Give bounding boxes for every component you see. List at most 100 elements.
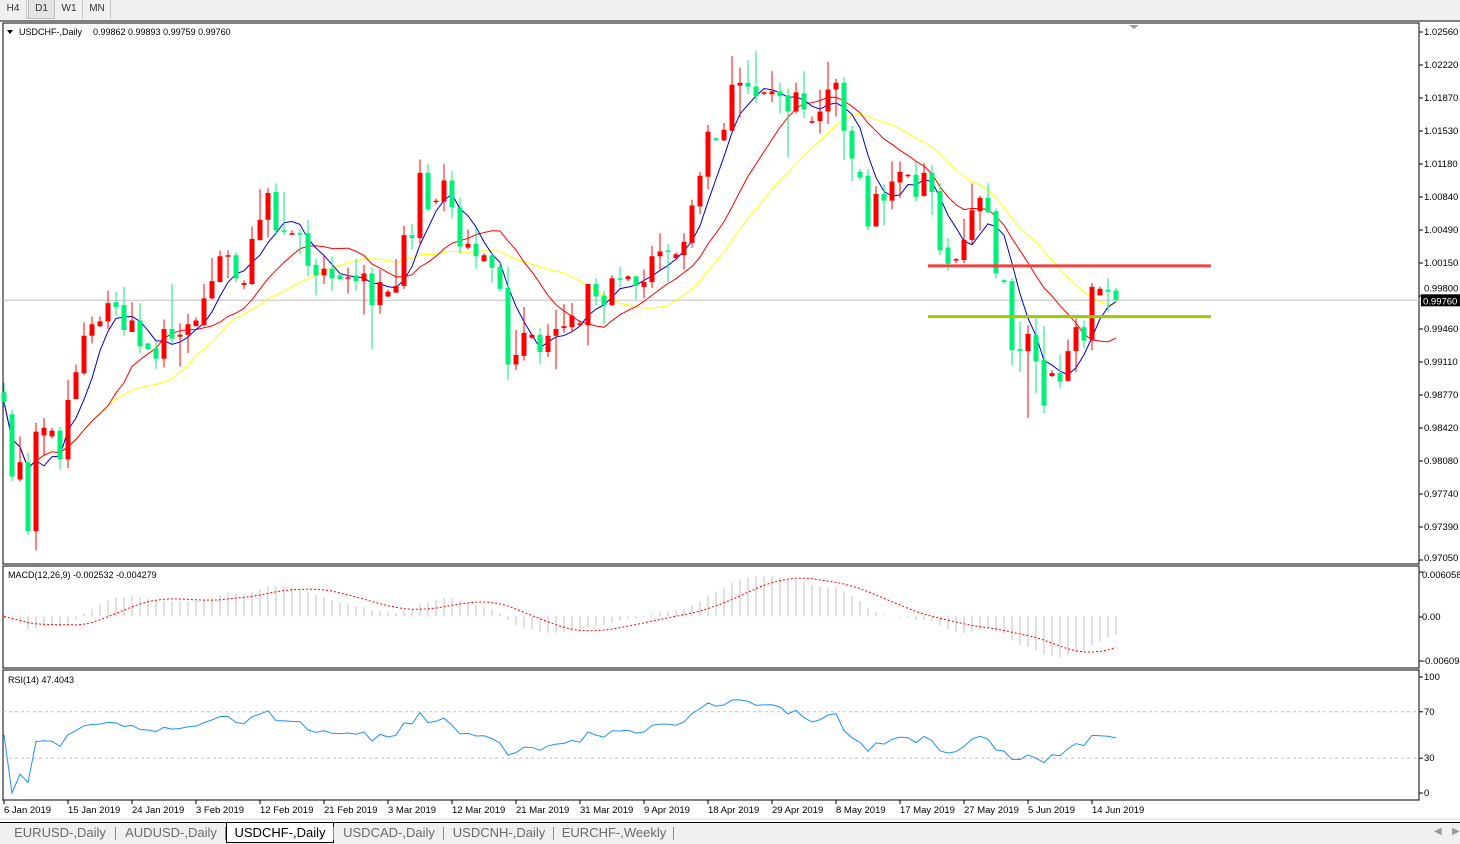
candle-body [81,335,87,374]
candle-body [945,247,951,264]
chart-symbol-title: USDCHF-,Daily [19,27,83,37]
candle-body [449,180,455,208]
candle-body [105,303,111,322]
price-axis-label: 1.01870 [1424,93,1458,104]
candle [217,250,223,283]
candle-body [617,278,623,280]
candle [585,284,591,346]
chart-window[interactable]: 1.02560 1.02220 1.01870 1.01530 1.01180 1.008… [0,20,1460,822]
candle-body [329,268,335,279]
chart-tab[interactable]: AUDUSD-,Daily [125,825,217,840]
candle-body [457,207,463,247]
candle-body [177,334,183,337]
candle [137,303,143,354]
candle-body [913,174,919,197]
rsi-label: RSI(14) 47.4043 [8,675,74,685]
rsi-axis-label: 70 [1424,707,1435,718]
candle-body [97,321,103,327]
candle-body [937,191,943,251]
candle-body [241,283,247,285]
candle-body [633,276,639,286]
candle-body [649,256,655,283]
candle [73,364,79,400]
chart-ohlc-values: 0.99862 0.99893 0.99759 0.99760 [93,27,231,37]
candle-body [265,192,271,220]
candle-body [553,329,559,336]
candle [921,163,927,197]
scroll-right-arrow-icon[interactable]: ▶ [1452,826,1460,837]
candle [281,192,287,236]
candle-body [985,197,991,213]
price-axis-label: 0.99110 [1424,357,1458,368]
candle [1033,318,1039,394]
candle [993,208,999,279]
candle-body [545,335,551,353]
candle [809,116,815,124]
candle [1049,370,1055,377]
chart-tab[interactable]: USDCAD-,Daily [343,825,435,840]
candle [969,183,975,245]
candle-body [681,241,687,256]
candle [937,183,943,256]
candle-body [273,192,279,231]
candle-body [41,427,47,436]
timeframe-button-h4[interactable]: H4 [0,0,27,19]
timeframe-toolbar: H4 D1 W1 MN [0,0,1460,21]
tab-separator [443,827,444,840]
candle [1057,354,1063,389]
candle-body [1,392,7,402]
candle [729,55,735,131]
candle [833,78,839,117]
price-axis-label: 1.01530 [1424,126,1458,137]
chart-tab[interactable]: EURUSD-,Daily [14,825,106,840]
timeframe-button-mn[interactable]: MN [84,0,111,19]
price-axis-label: 1.02220 [1424,60,1458,71]
candle [857,169,863,181]
candle [425,164,431,212]
candle-body [153,348,159,359]
candle-body [361,273,367,282]
candle [625,275,631,282]
candle-body [1041,359,1047,406]
candle-body [217,256,223,283]
candle [889,161,895,210]
date-axis-label: 3 Feb 2019 [196,805,244,816]
candle [657,233,663,270]
candle-body [401,235,407,286]
candle [641,269,647,299]
candle-body [625,276,631,280]
price-axis-label: 0.99800 [1424,283,1458,294]
candle-body [753,86,759,97]
candle [1,382,7,407]
date-axis-label: 14 Jun 2019 [1092,805,1144,816]
candle-body [369,273,375,306]
candle [457,197,463,254]
candle [473,228,479,269]
candle [1001,279,1007,285]
chart-tab[interactable]: USDCHF-,Daily [226,823,334,843]
candle-body [433,200,439,203]
candle [721,123,727,142]
date-axis-label: 5 Jun 2019 [1028,805,1075,816]
candle [601,290,607,325]
candle-body [1105,289,1111,292]
candle [777,82,783,114]
candle [25,452,31,536]
scroll-left-arrow-icon[interactable]: ◀ [1434,826,1442,837]
rsi-line [3,699,1117,795]
timeframe-button-d1[interactable]: D1 [28,0,55,19]
candle [929,165,935,216]
chart-tab[interactable]: USDCNH-,Daily [452,825,546,840]
candle-body [1001,280,1007,283]
macd-axis-label: -0.006096 [1422,656,1460,667]
timeframe-button-w1[interactable]: W1 [56,0,83,19]
candle [593,278,599,306]
candle-body [505,287,511,365]
candle-body [665,250,671,252]
candle [185,313,191,354]
candle-body [345,277,351,279]
candle-body [825,89,831,112]
candle-body [801,93,807,110]
candle [105,290,111,330]
chart-tab[interactable]: EURCHF-,Weekly [561,825,667,840]
